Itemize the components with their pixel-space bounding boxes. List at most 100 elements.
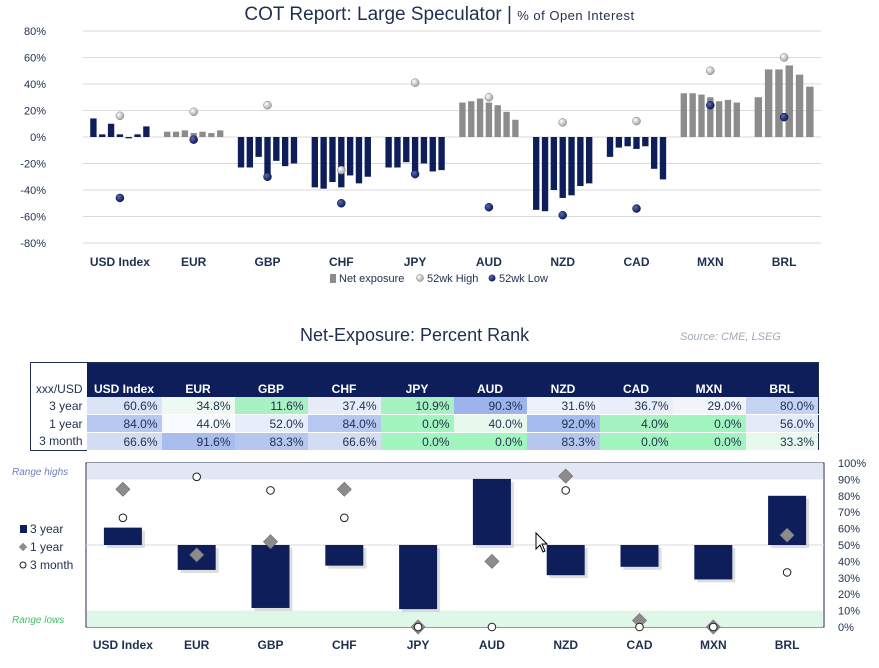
percent-rank-table: xxx/USD USD Index EUR GBP CHF JPY AUD NZD CAD MXN…: [30, 362, 819, 451]
legend-three-year-swatch: [20, 525, 27, 533]
low-52wk-marker: [706, 100, 715, 110]
net-exposure-bar: [438, 137, 445, 171]
low-52wk-marker: [189, 135, 198, 144]
net-exposure-bar: [468, 101, 475, 137]
legend-three-month-label: 3 month: [30, 558, 73, 572]
net-exposure-bar: [290, 137, 298, 164]
table-cell: 84.0%: [86, 414, 162, 433]
table-cell: 84.0%: [307, 414, 381, 433]
net-exposure-bar: [116, 134, 124, 137]
net-exposure-bar: [125, 137, 132, 139]
table-cell: 10.9%: [380, 397, 454, 415]
table-column-header: MXN: [672, 380, 746, 397]
legend-one-year-label: 1 year: [30, 540, 63, 554]
net-exposure-bar: [273, 137, 280, 161]
one-year-marker: [263, 534, 278, 550]
header-spacer: [234, 362, 308, 380]
table-corner-label: xxx/USD: [35, 381, 83, 396]
net-exposure-bar: [429, 137, 436, 172]
table-cell: 37.4%: [307, 397, 381, 415]
three-year-bar: [472, 478, 511, 545]
high-52wk-marker: [115, 111, 125, 121]
net-exposure-bar: [806, 86, 814, 137]
three-month-marker: [266, 486, 275, 495]
table-cell: 36.7%: [599, 397, 673, 415]
table-row: 1 year 84.0% 44.0% 52.0% 84.0% 0.0% 40.0% 92.0%…: [31, 414, 819, 433]
y-tick-label: 70%: [838, 507, 860, 519]
table-cell: 40.0%: [453, 414, 527, 433]
three-month-marker: [192, 472, 201, 482]
header-spacer: [161, 362, 235, 380]
low-52wk-marker: [410, 169, 420, 179]
table-cell: 4.0%: [599, 414, 673, 433]
range-highs-label: Range highs: [12, 467, 68, 478]
three-month-marker: [487, 622, 497, 632]
y-tick-label: 20%: [24, 106, 46, 118]
legend-low-label: 52wk Low: [499, 273, 548, 285]
table-row-label: 3 year: [49, 398, 83, 413]
net-exposure-bar: [707, 97, 714, 137]
one-year-marker: [189, 547, 205, 563]
one-year-marker: [558, 468, 574, 484]
legend-three-month-swatch: [19, 561, 27, 569]
table-cell: 52.0%: [234, 414, 308, 433]
net-exposure-bar: [237, 137, 245, 168]
table-column-header: GBP: [234, 380, 308, 397]
header-spacer: [380, 362, 454, 380]
net-exposure-bar: [459, 102, 466, 137]
y-tick-label: -40%: [20, 185, 46, 197]
net-exposure-bar: [795, 74, 804, 137]
legend-high-swatch: [416, 274, 424, 282]
three-year-bar: [546, 545, 585, 576]
x-category-label: EUR: [184, 638, 210, 652]
table-cell: 0.0%: [672, 414, 746, 433]
table-column-header: EUR: [161, 380, 235, 397]
chart-title: COT Report: Large Speculator | % of Open…: [0, 4, 879, 26]
x-category-label: CHF: [329, 255, 354, 269]
net-exposure-bar: [615, 137, 623, 148]
y-tick-label: 40%: [838, 556, 860, 568]
net-exposure-bar: [107, 123, 115, 137]
y-tick-label: 0%: [838, 622, 854, 634]
net-exposure-bar: [208, 133, 215, 137]
y-tick-label: 0%: [30, 132, 46, 144]
y-tick-label: 90%: [838, 474, 860, 486]
mouse-cursor-icon: [535, 531, 549, 553]
net-exposure-bar: [311, 137, 318, 188]
header-spacer: [86, 362, 162, 380]
high-52wk-marker: [189, 107, 198, 117]
net-exposure-bar: [650, 137, 658, 169]
table-cell: 33.3%: [745, 432, 819, 451]
y-tick-label: 80%: [838, 491, 860, 503]
y-tick-label: 60%: [838, 524, 860, 536]
x-category-label: GBP: [254, 255, 280, 269]
x-category-label: AUD: [476, 255, 502, 269]
three-month-marker: [635, 622, 644, 632]
rank-title: Net-Exposure: Percent Rank: [300, 325, 530, 345]
percent-rank-chart: Range highs Range lows 100% 90% 80% 70% 60% 50%…: [12, 458, 866, 652]
y-tick-label: 50%: [838, 540, 860, 552]
net-exposure-bar: [541, 137, 549, 212]
three-month-marker: [561, 486, 571, 495]
net-exposure-bar: [403, 137, 410, 163]
table-row-label: 3 month: [39, 434, 83, 449]
table-cell: 29.0%: [672, 397, 746, 415]
net-exposure-bar: [190, 133, 197, 137]
x-category-label: USD Index: [93, 638, 153, 652]
table-cell: 31.6%: [526, 397, 600, 415]
x-category-label: BRL: [775, 638, 800, 652]
three-year-bar: [103, 527, 142, 545]
x-category-label: MXN: [697, 255, 724, 269]
net-exposure-bar: [606, 137, 614, 157]
high-52wk-marker: [706, 66, 715, 75]
x-category-label: MXN: [700, 638, 727, 652]
header-spacer: [526, 362, 600, 380]
net-exposure-bar: [246, 137, 254, 168]
net-exposure-bar: [733, 102, 740, 137]
net-exposure-bar: [164, 131, 171, 137]
three-month-marker: [782, 568, 792, 577]
header-spacer: [745, 362, 819, 380]
net-exposure-bar: [99, 134, 106, 137]
table-cell: 90.3%: [453, 397, 527, 415]
x-category-label: NZD: [553, 638, 578, 652]
